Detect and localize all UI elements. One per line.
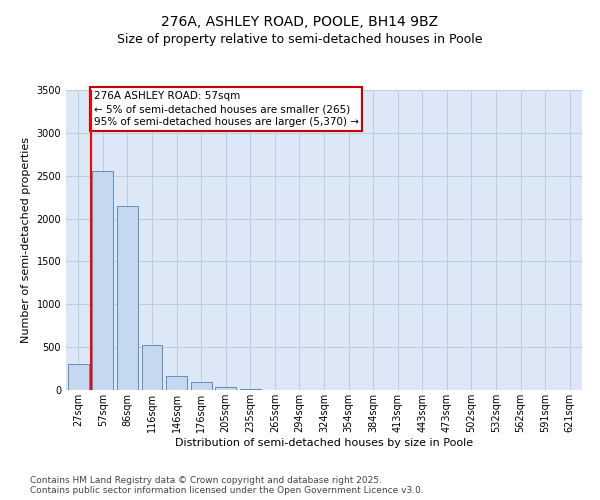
X-axis label: Distribution of semi-detached houses by size in Poole: Distribution of semi-detached houses by …	[175, 438, 473, 448]
Bar	[68, 364, 89, 390]
Bar	[92, 172, 113, 390]
Y-axis label: Number of semi-detached properties: Number of semi-detached properties	[21, 137, 31, 343]
Text: 276A ASHLEY ROAD: 57sqm
← 5% of semi-detached houses are smaller (265)
95% of se: 276A ASHLEY ROAD: 57sqm ← 5% of semi-det…	[94, 91, 359, 128]
Text: 276A, ASHLEY ROAD, POOLE, BH14 9BZ: 276A, ASHLEY ROAD, POOLE, BH14 9BZ	[161, 15, 439, 29]
Bar	[240, 388, 261, 390]
Bar	[117, 206, 138, 390]
Bar	[191, 382, 212, 390]
Text: Contains HM Land Registry data © Crown copyright and database right 2025.
Contai: Contains HM Land Registry data © Crown c…	[30, 476, 424, 495]
Bar	[166, 376, 187, 390]
Bar	[215, 387, 236, 390]
Bar	[142, 346, 163, 390]
Text: Size of property relative to semi-detached houses in Poole: Size of property relative to semi-detach…	[117, 32, 483, 46]
